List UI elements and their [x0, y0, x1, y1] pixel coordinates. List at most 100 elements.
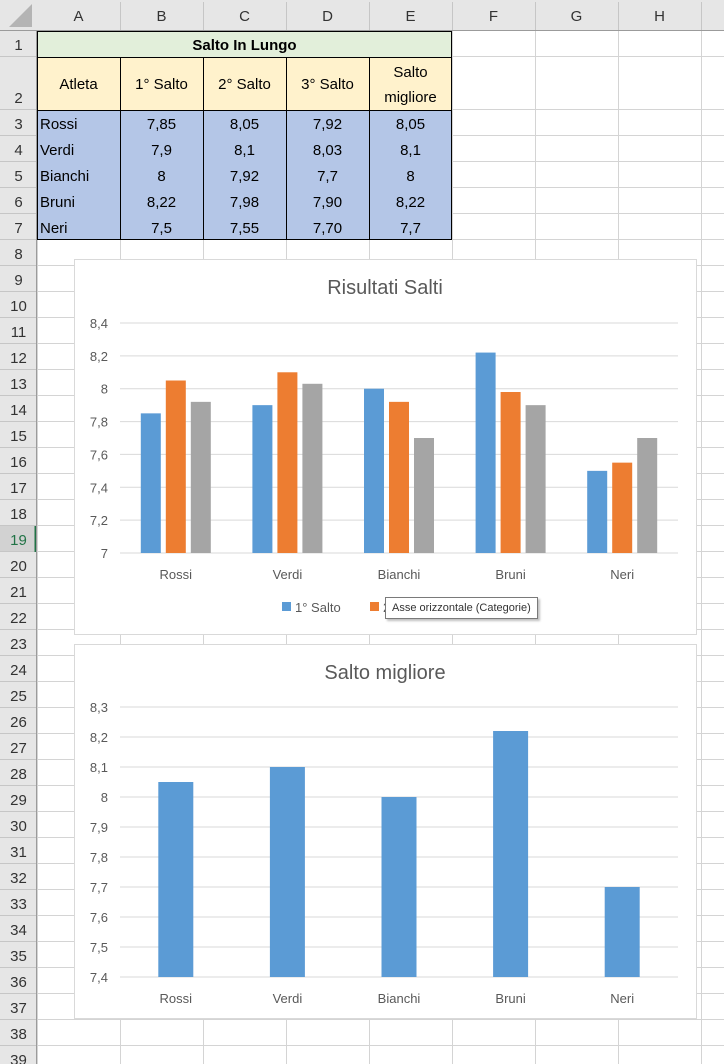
legend-label: 2° Salto — [383, 600, 429, 615]
row-header-label: 34 — [10, 922, 27, 939]
row-header-label: 38 — [10, 1026, 27, 1043]
bar-value-bianchi[interactable] — [381, 797, 417, 977]
row-header-label: 27 — [10, 740, 27, 757]
y-tick-label: 7 — [101, 546, 108, 561]
row-header-active — [0, 526, 37, 552]
bar-3-salto-bianchi[interactable] — [414, 438, 434, 553]
y-tick-label: 8,2 — [90, 349, 108, 364]
bar-value-neri[interactable] — [604, 887, 640, 977]
row-header-label: 6 — [14, 194, 22, 211]
bar-value-rossi[interactable] — [158, 782, 194, 977]
row-header-label: 10 — [10, 298, 27, 315]
jump-value: 8,03 — [313, 142, 342, 159]
bar-2-salto-bianchi[interactable] — [389, 401, 409, 553]
jump-value: 7,90 — [313, 194, 342, 211]
row-header-label: 26 — [10, 714, 27, 731]
column-header-label: H — [654, 8, 665, 25]
row-header-label: 11 — [11, 324, 27, 341]
column-header-label: B — [156, 8, 166, 25]
select-all-icon[interactable] — [9, 4, 32, 27]
bar-1-salto-verdi[interactable] — [252, 405, 273, 553]
header-label: Atleta — [59, 76, 98, 93]
athlete-name: Verdi — [40, 142, 74, 159]
table-data-area — [37, 110, 452, 240]
row-header-label: 35 — [10, 948, 27, 965]
bar-value-verdi[interactable] — [269, 767, 305, 977]
bar-3-salto-bruni[interactable] — [525, 405, 546, 553]
row-header-label: 29 — [10, 792, 27, 809]
jump-value: 7,70 — [313, 220, 342, 237]
row-header-label: 25 — [10, 688, 27, 705]
x-tick-label: Verdi — [273, 567, 303, 582]
bar-1-salto-rossi[interactable] — [140, 413, 161, 553]
bar-3-salto-rossi[interactable] — [190, 401, 211, 553]
row-header-label: 2 — [14, 90, 22, 107]
bar-2-salto-neri[interactable] — [612, 462, 633, 553]
table-row: Bianchi 8 7,92 7,7 8 — [40, 168, 415, 185]
header-label: Salto — [393, 64, 427, 81]
jump-value: 7,7 — [317, 168, 338, 185]
row-header-label: 32 — [10, 870, 27, 887]
x-tick-label: Verdi — [273, 991, 303, 1006]
jump-value: 7,9 — [151, 142, 172, 159]
jump-value: 8,05 — [396, 116, 425, 133]
jump-value: 7,98 — [230, 194, 259, 211]
x-tick-label: Bianchi — [378, 991, 421, 1006]
y-tick-label: 8 — [101, 382, 108, 397]
y-tick-label: 7,8 — [90, 850, 108, 865]
jump-value: 8,22 — [396, 194, 425, 211]
row-header-label: 15 — [10, 428, 27, 445]
bar-2-salto-bruni[interactable] — [500, 392, 521, 553]
column-header-label: D — [322, 8, 333, 25]
row-header-label: 22 — [10, 610, 27, 627]
data-table: Salto In Lungo Atleta 1° Salto 2° Salto 3° S… — [37, 31, 452, 240]
row-header-label: 17 — [10, 480, 27, 497]
row-headers: 1234567891011121314151617181920212223242… — [0, 31, 37, 1064]
bar-2-salto-verdi[interactable] — [277, 372, 298, 553]
x-tick-label: Rossi — [160, 991, 193, 1006]
row-header-label: 13 — [10, 376, 27, 393]
y-tick-label: 7,4 — [90, 480, 108, 495]
bar-1-salto-bianchi[interactable] — [364, 388, 384, 553]
bar-1-salto-bruni[interactable] — [475, 352, 496, 553]
jump-value: 7,5 — [151, 220, 172, 237]
table-row: Rossi 7,85 8,05 7,92 8,05 — [40, 116, 425, 133]
jump-value: 8,1 — [400, 142, 421, 159]
bar-3-salto-neri[interactable] — [637, 438, 658, 553]
row-header-label: 4 — [14, 142, 22, 159]
table-row: Verdi 7,9 8,1 8,03 8,1 — [40, 142, 421, 159]
chart-title: Risultati Salti — [327, 277, 443, 299]
bar-3-salto-verdi[interactable] — [302, 383, 323, 553]
chart-1[interactable]: Risultati Salti 7 7,2 7,4 7,6 7,8 8 8,2 8,4 Rossi… — [74, 259, 697, 635]
row-header-label: 8 — [14, 246, 22, 263]
chart-title: Salto migliore — [324, 662, 445, 684]
bar-2-salto-rossi[interactable] — [165, 380, 186, 554]
column-header-label: C — [239, 8, 250, 25]
y-tick-label: 7,4 — [90, 970, 108, 985]
row-header-label: 33 — [10, 896, 27, 913]
jump-value: 7,92 — [230, 168, 259, 185]
row-header-label: 7 — [14, 220, 22, 237]
jump-value: 7,85 — [147, 116, 176, 133]
chart-legend[interactable]: 1° Salto 2° Salto 3° Salto — [282, 600, 517, 615]
row-header-label: 37 — [10, 1000, 27, 1017]
header-label: 1° Salto — [135, 76, 188, 93]
table-title-cell[interactable] — [37, 31, 452, 57]
jump-value: 7,92 — [313, 116, 342, 133]
bar-1-salto-neri[interactable] — [587, 470, 608, 553]
table-row: Neri 7,5 7,55 7,70 7,7 — [40, 220, 421, 237]
x-tick-label: Neri — [610, 991, 634, 1006]
column-header-label: E — [405, 8, 415, 25]
x-tick-label: Neri — [610, 567, 634, 582]
jump-value: 8,22 — [147, 194, 176, 211]
header-label: migliore — [384, 89, 437, 106]
chart-2[interactable]: Salto migliore 7,4 7,5 7,6 7,7 7,8 7,9 8 8,1 8,2 8… — [74, 644, 697, 1019]
row-header-label: 19 — [10, 532, 27, 549]
y-tick-label: 8,3 — [90, 700, 108, 715]
row-header-label: 36 — [10, 974, 27, 991]
x-tick-label: Bruni — [495, 567, 525, 582]
bar-value-bruni[interactable] — [493, 731, 529, 977]
y-tick-label: 8,4 — [90, 316, 108, 331]
athlete-name: Rossi — [40, 116, 78, 133]
